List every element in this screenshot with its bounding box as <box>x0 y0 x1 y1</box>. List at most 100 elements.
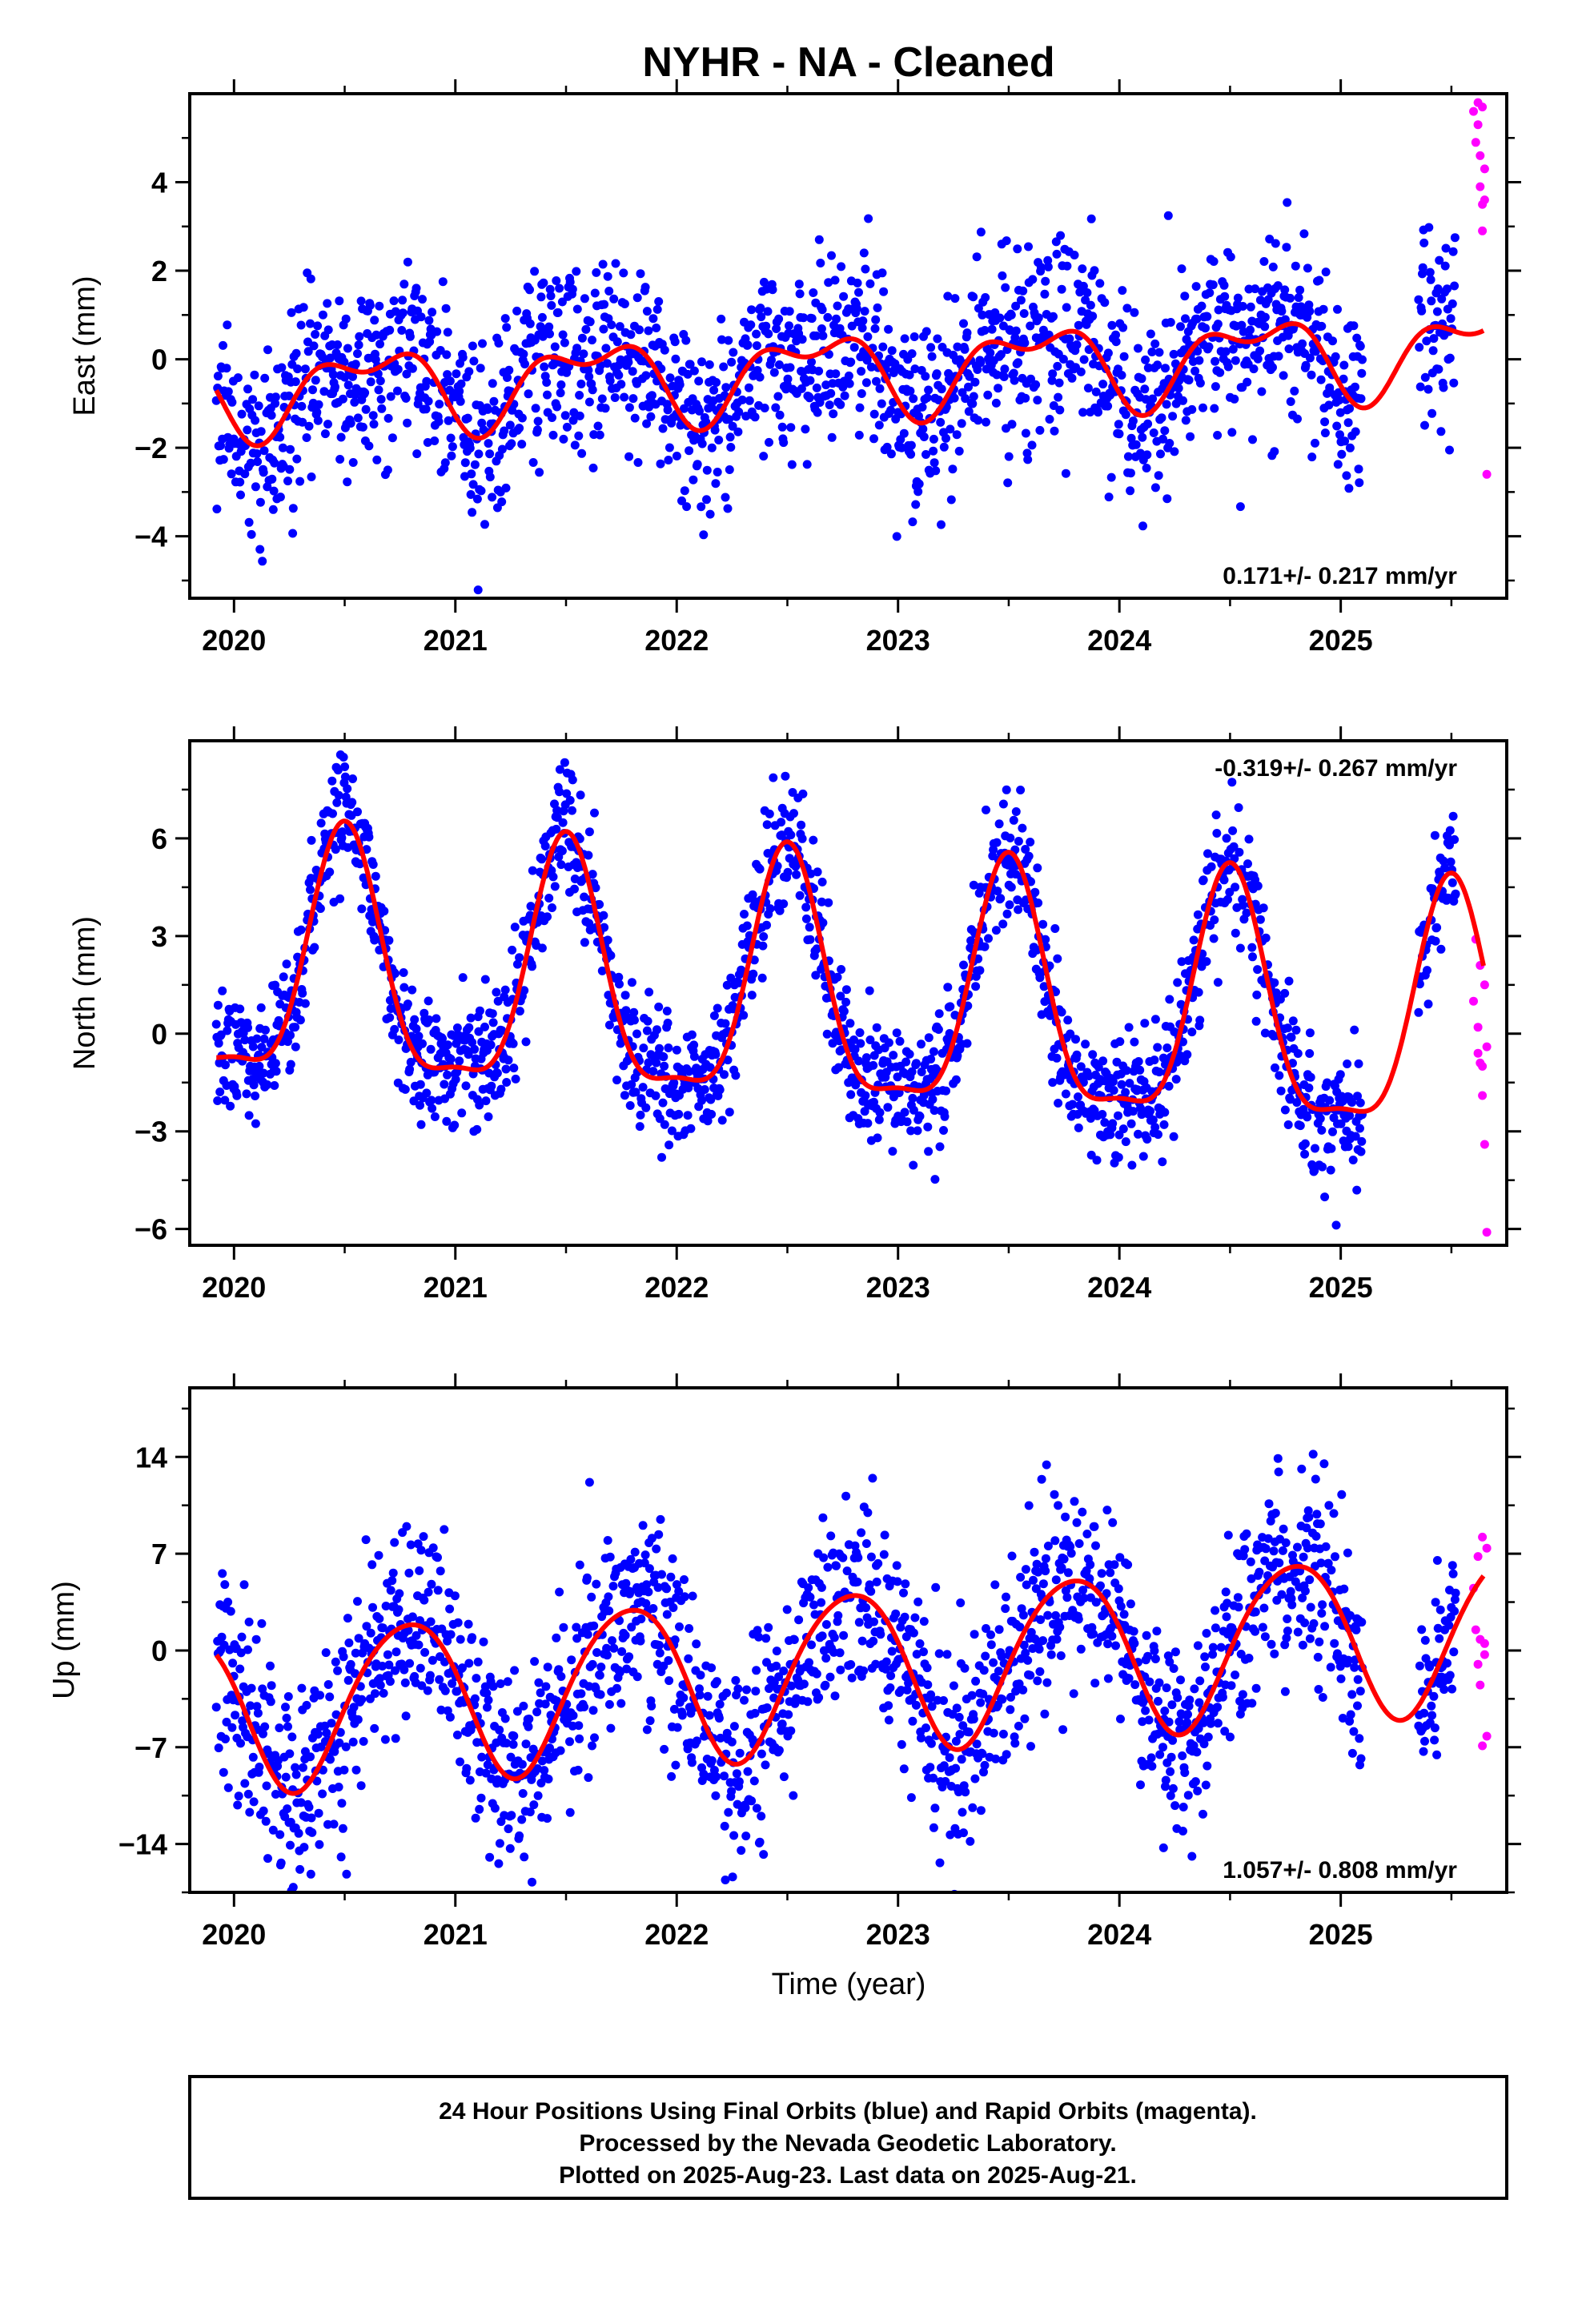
north-final-orbit-point <box>1271 988 1281 998</box>
east-final-orbit-point <box>372 455 382 464</box>
east-final-orbit-point <box>886 405 896 415</box>
up-final-orbit-point <box>1050 1490 1059 1499</box>
east-final-orbit-point <box>815 398 825 407</box>
east-final-orbit-point <box>771 403 781 412</box>
north-final-orbit-point <box>872 1023 881 1032</box>
north-final-orbit-point <box>833 972 842 982</box>
north-final-orbit-point <box>1033 863 1042 873</box>
east-final-orbit-point <box>1235 502 1245 512</box>
up-final-orbit-point <box>443 1636 452 1646</box>
east-final-orbit-point <box>909 394 918 404</box>
up-final-orbit-point <box>869 1617 878 1626</box>
north-final-orbit-point <box>286 1031 295 1040</box>
north-final-orbit-point <box>466 1013 476 1023</box>
north-final-orbit-point <box>333 766 343 775</box>
north-final-orbit-point <box>1195 1015 1205 1025</box>
up-final-orbit-point <box>942 1650 952 1659</box>
north-final-orbit-point <box>849 1035 858 1044</box>
east-final-orbit-point <box>373 369 383 379</box>
north-final-orbit-point <box>451 1075 460 1084</box>
north-final-orbit-point <box>783 867 793 877</box>
north-final-orbit-point <box>1259 903 1268 913</box>
north-final-orbit-point <box>861 1091 870 1100</box>
up-final-orbit-point <box>268 1825 278 1835</box>
north-final-orbit-point <box>1219 875 1229 885</box>
east-final-orbit-point <box>425 337 435 347</box>
east-final-orbit-point <box>603 271 612 281</box>
north-final-orbit-point <box>481 1096 491 1106</box>
up-final-orbit-point <box>616 1699 626 1708</box>
up-final-orbit-point <box>761 1760 770 1770</box>
north-final-orbit-point <box>282 959 291 969</box>
north-final-orbit-point <box>915 1112 925 1121</box>
east-final-orbit-point <box>1043 255 1053 265</box>
east-final-orbit-point <box>312 408 322 417</box>
east-final-orbit-point <box>950 294 960 304</box>
up-final-orbit-point <box>829 1633 839 1642</box>
north-final-orbit-point <box>615 979 624 989</box>
north-final-orbit-point <box>590 808 599 818</box>
up-final-orbit-point <box>966 1836 975 1846</box>
east-final-orbit-point <box>1249 364 1259 374</box>
east-final-orbit-point <box>386 392 396 401</box>
east-rapid-orbit-point <box>1476 182 1485 191</box>
east-final-orbit-point <box>1226 252 1235 262</box>
east-final-orbit-point <box>1143 419 1153 428</box>
up-final-orbit-point <box>817 1631 827 1641</box>
north-final-orbit-point <box>1021 845 1030 854</box>
north-final-orbit-point <box>235 1004 245 1014</box>
east-final-orbit-point <box>1078 408 1088 417</box>
east-final-orbit-point <box>227 397 237 407</box>
north-final-orbit-point <box>472 1124 482 1134</box>
up-final-orbit-point <box>1103 1639 1113 1649</box>
up-final-orbit-point <box>696 1671 705 1680</box>
up-final-orbit-point <box>1054 1501 1063 1510</box>
east-final-orbit-point <box>857 324 867 333</box>
east-final-orbit-point <box>1343 418 1353 428</box>
north-final-orbit-point <box>813 867 822 877</box>
east-final-orbit-point <box>456 396 465 406</box>
east-final-orbit-point <box>1317 321 1327 331</box>
up-final-orbit-point <box>624 1652 634 1662</box>
east-final-orbit-point <box>705 360 714 369</box>
up-final-orbit-point <box>404 1568 414 1578</box>
east-final-orbit-point <box>560 411 570 420</box>
north-final-orbit-point <box>537 943 547 953</box>
east-final-orbit-point <box>369 420 379 429</box>
up-final-orbit-point <box>949 1681 958 1691</box>
up-final-orbit-point <box>1028 1644 1038 1653</box>
up-final-orbit-point <box>507 1811 516 1820</box>
east-final-orbit-point <box>747 305 757 315</box>
east-final-orbit-point <box>1072 340 1082 349</box>
east-final-orbit-point <box>1337 449 1347 459</box>
up-final-orbit-point <box>692 1639 701 1649</box>
east-final-orbit-point <box>1351 382 1359 392</box>
east-final-orbit-point <box>474 449 484 459</box>
north-final-orbit-point <box>1445 826 1455 835</box>
north-final-orbit-point <box>707 1109 717 1119</box>
east-final-orbit-point <box>845 379 854 388</box>
east-final-orbit-point <box>1358 355 1367 364</box>
east-final-orbit-point <box>320 429 330 439</box>
north-final-orbit-point <box>422 1088 432 1098</box>
east-final-orbit-point <box>844 371 853 380</box>
up-final-orbit-point <box>532 1764 542 1773</box>
east-final-orbit-point <box>879 287 889 296</box>
north-final-orbit-point <box>817 877 827 887</box>
north-final-orbit-point <box>1318 1162 1327 1172</box>
up-final-orbit-point <box>574 1721 584 1731</box>
east-final-orbit-point <box>236 490 245 500</box>
up-final-orbit-point <box>729 1722 739 1731</box>
north-final-orbit-point <box>1295 1121 1305 1131</box>
east-final-orbit-point <box>999 372 1009 381</box>
east-final-orbit-point <box>1043 262 1053 271</box>
east-final-orbit-point <box>308 385 317 395</box>
up-final-orbit-point <box>664 1656 673 1665</box>
east-final-orbit-point <box>725 432 735 442</box>
up-final-orbit-point <box>929 1823 938 1832</box>
east-final-orbit-point <box>255 545 265 554</box>
east-final-orbit-point <box>1437 294 1447 304</box>
up-final-orbit-point <box>1002 1592 1010 1602</box>
up-final-orbit-point <box>297 1683 307 1693</box>
up-final-orbit-point <box>979 1767 988 1777</box>
